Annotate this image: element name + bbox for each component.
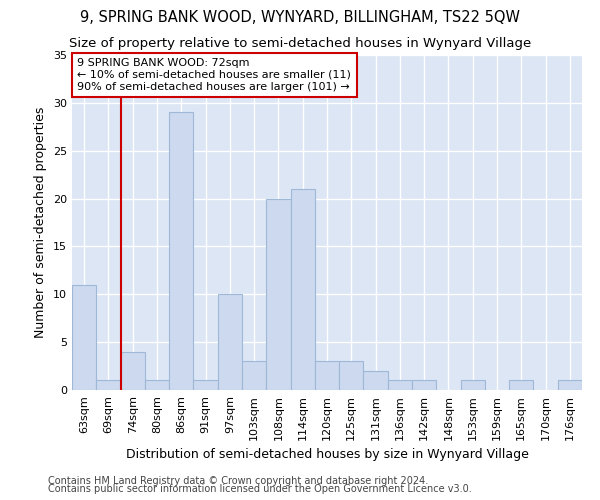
Bar (242, 362, 266, 390)
Bar (96, 380, 121, 390)
Bar (169, 112, 193, 390)
Text: Contains public sector information licensed under the Open Government Licence v3: Contains public sector information licen… (48, 484, 472, 494)
Bar (145, 380, 169, 390)
Bar (121, 352, 145, 390)
Text: Size of property relative to semi-detached houses in Wynyard Village: Size of property relative to semi-detach… (69, 38, 531, 51)
Bar (218, 294, 242, 390)
Bar (193, 380, 218, 390)
Bar (72, 284, 96, 390)
Bar (315, 362, 339, 390)
Bar (290, 189, 315, 390)
Text: 9, SPRING BANK WOOD, WYNYARD, BILLINGHAM, TS22 5QW: 9, SPRING BANK WOOD, WYNYARD, BILLINGHAM… (80, 10, 520, 25)
Bar (509, 380, 533, 390)
Text: 9 SPRING BANK WOOD: 72sqm
← 10% of semi-detached houses are smaller (11)
90% of : 9 SPRING BANK WOOD: 72sqm ← 10% of semi-… (77, 58, 351, 92)
Bar (461, 380, 485, 390)
Y-axis label: Number of semi-detached properties: Number of semi-detached properties (34, 107, 47, 338)
Text: Contains HM Land Registry data © Crown copyright and database right 2024.: Contains HM Land Registry data © Crown c… (48, 476, 428, 486)
Bar (364, 371, 388, 390)
Bar (339, 362, 364, 390)
Bar (412, 380, 436, 390)
Bar (388, 380, 412, 390)
X-axis label: Distribution of semi-detached houses by size in Wynyard Village: Distribution of semi-detached houses by … (125, 448, 529, 461)
Bar (558, 380, 582, 390)
Bar (266, 198, 290, 390)
